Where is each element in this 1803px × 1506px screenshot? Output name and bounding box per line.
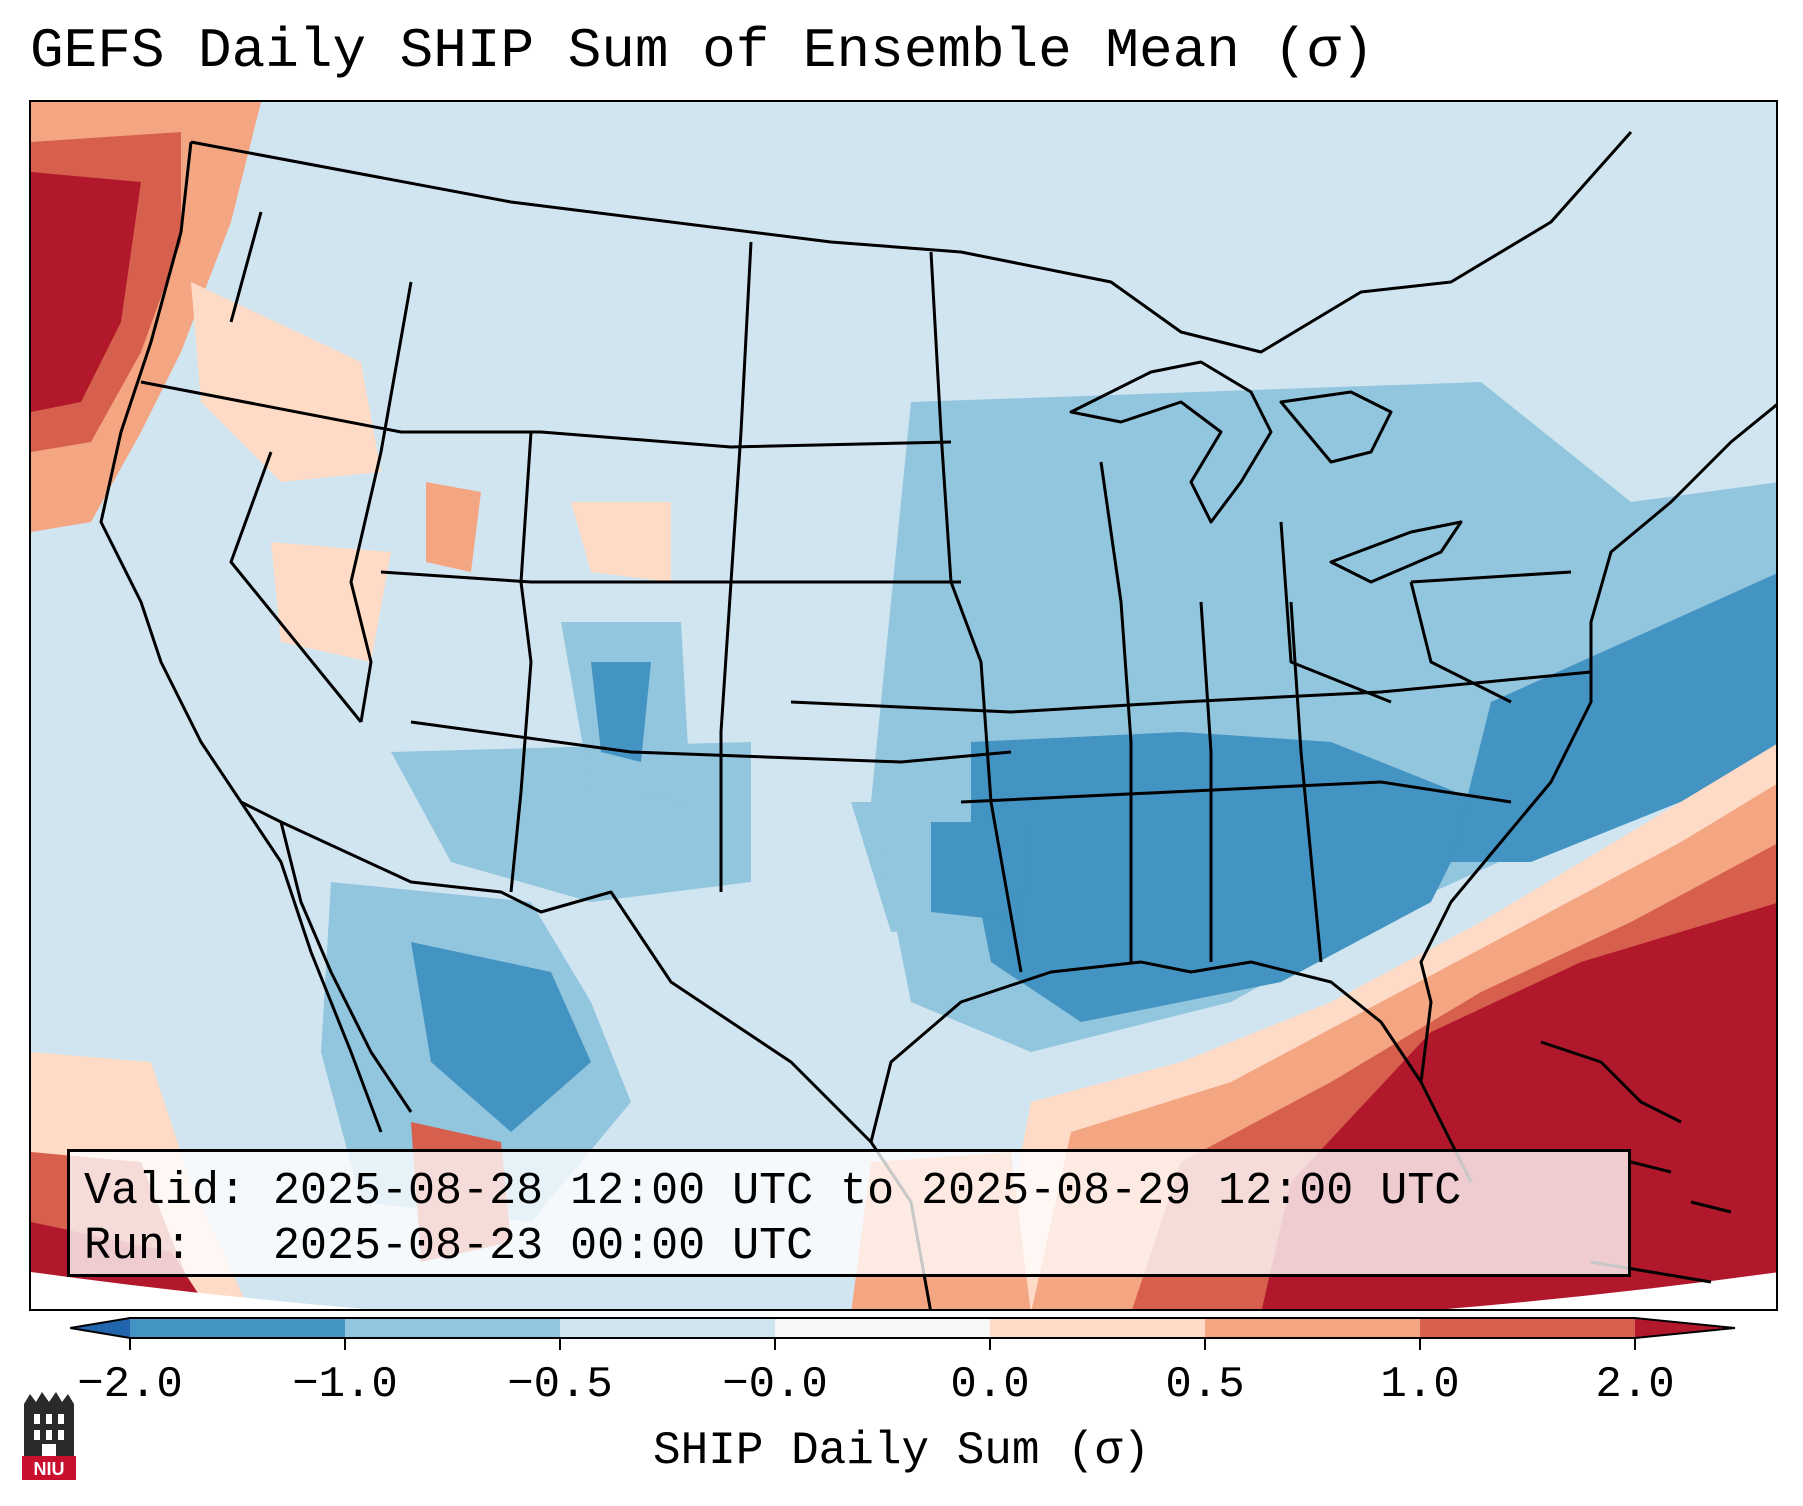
colorbar-tick-label: 0.5 [1165, 1360, 1245, 1410]
colorbar-tick-label: −1.0 [292, 1360, 398, 1410]
colorbar [70, 1317, 1736, 1350]
info-box: Valid: 2025-08-28 12:00 UTC to 2025-08-2… [67, 1149, 1631, 1277]
southeast-negative-anomaly [871, 382, 1776, 1052]
valid-time-line: Valid: 2025-08-28 12:00 UTC to 2025-08-2… [84, 1166, 1462, 1217]
colorbar-segment-5 [990, 1318, 1205, 1338]
run-time-line: Run: 2025-08-23 00:00 UTC [84, 1221, 814, 1272]
colorbar-segment-2 [345, 1318, 560, 1338]
colorbar-ticks [129, 1338, 1636, 1350]
map-title: GEFS Daily SHIP Sum of Ensemble Mean (σ) [30, 19, 1375, 83]
boundaries [99, 131, 1776, 1309]
colorbar-segment-6 [1205, 1318, 1420, 1338]
colorbar-tick-label: −2.0 [77, 1360, 183, 1410]
colorbar-segment-3 [560, 1318, 775, 1338]
colorbar-segment-7 [1420, 1318, 1635, 1338]
colorbar-segment-1 [130, 1318, 345, 1338]
colorbar-tick-label: 1.0 [1380, 1360, 1460, 1410]
projection-edge [31, 1272, 1776, 1309]
map-panel [29, 100, 1778, 1311]
colorbar-tick-label: −0.5 [507, 1360, 613, 1410]
niu-logo-icon: NIU [22, 1392, 76, 1480]
colorbar-label: SHIP Daily Sum (σ) [653, 1425, 1150, 1477]
colorbar-tick-label: 0.0 [950, 1360, 1030, 1410]
colorbar-segment-4 [775, 1318, 990, 1338]
colorbar-tick-label: 2.0 [1595, 1360, 1675, 1410]
niu-logo-text: NIU [34, 1459, 65, 1479]
pacific-nw-anomaly [31, 102, 671, 662]
anomaly-map [31, 102, 1776, 1309]
colorbar-extend-high [1635, 1318, 1735, 1338]
colorbar-extend-low [70, 1318, 130, 1338]
colorbar-tick-label: −0.0 [722, 1360, 828, 1410]
